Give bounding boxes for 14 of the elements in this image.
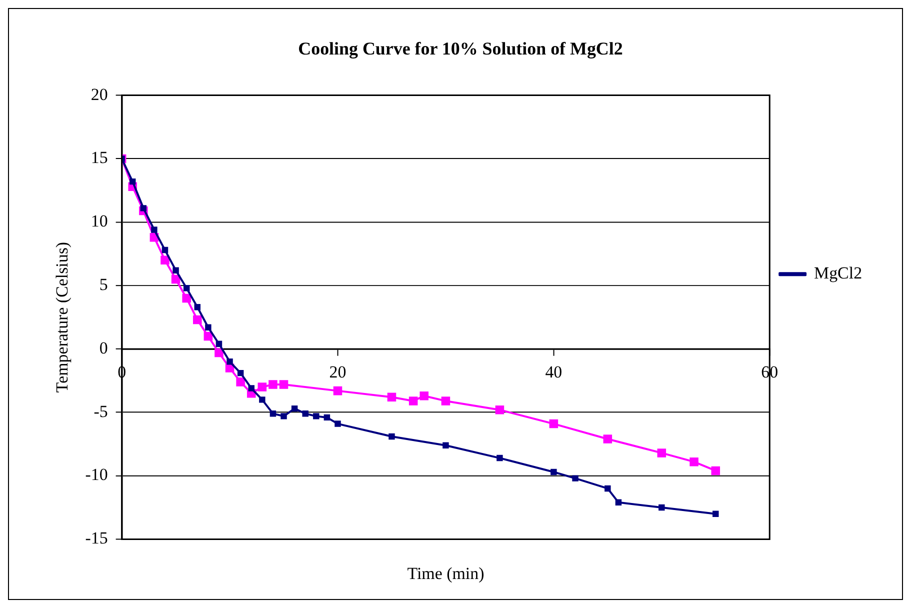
y-tick-label: 10 (90, 212, 108, 231)
y-tick-label: 5 (99, 275, 108, 294)
legend-label: MgCl2 (814, 264, 862, 283)
y-tick-label: 15 (90, 148, 108, 168)
y-tick-label: 20 (90, 84, 108, 104)
y-tick-label: 0 (99, 338, 108, 358)
x-axis-title: Time (min) (407, 564, 484, 584)
y-axis-title: Temperature (Celsius) (52, 242, 72, 393)
y-tick-label: -5 (94, 402, 108, 421)
chart-title: Cooling Curve for 10% Solution of MgCl2 (298, 38, 623, 58)
y-tick-label: -10 (85, 465, 108, 484)
x-tick-label: 40 (545, 362, 562, 382)
y-tick-label: -15 (85, 528, 108, 548)
x-tick-label: 20 (329, 362, 346, 382)
